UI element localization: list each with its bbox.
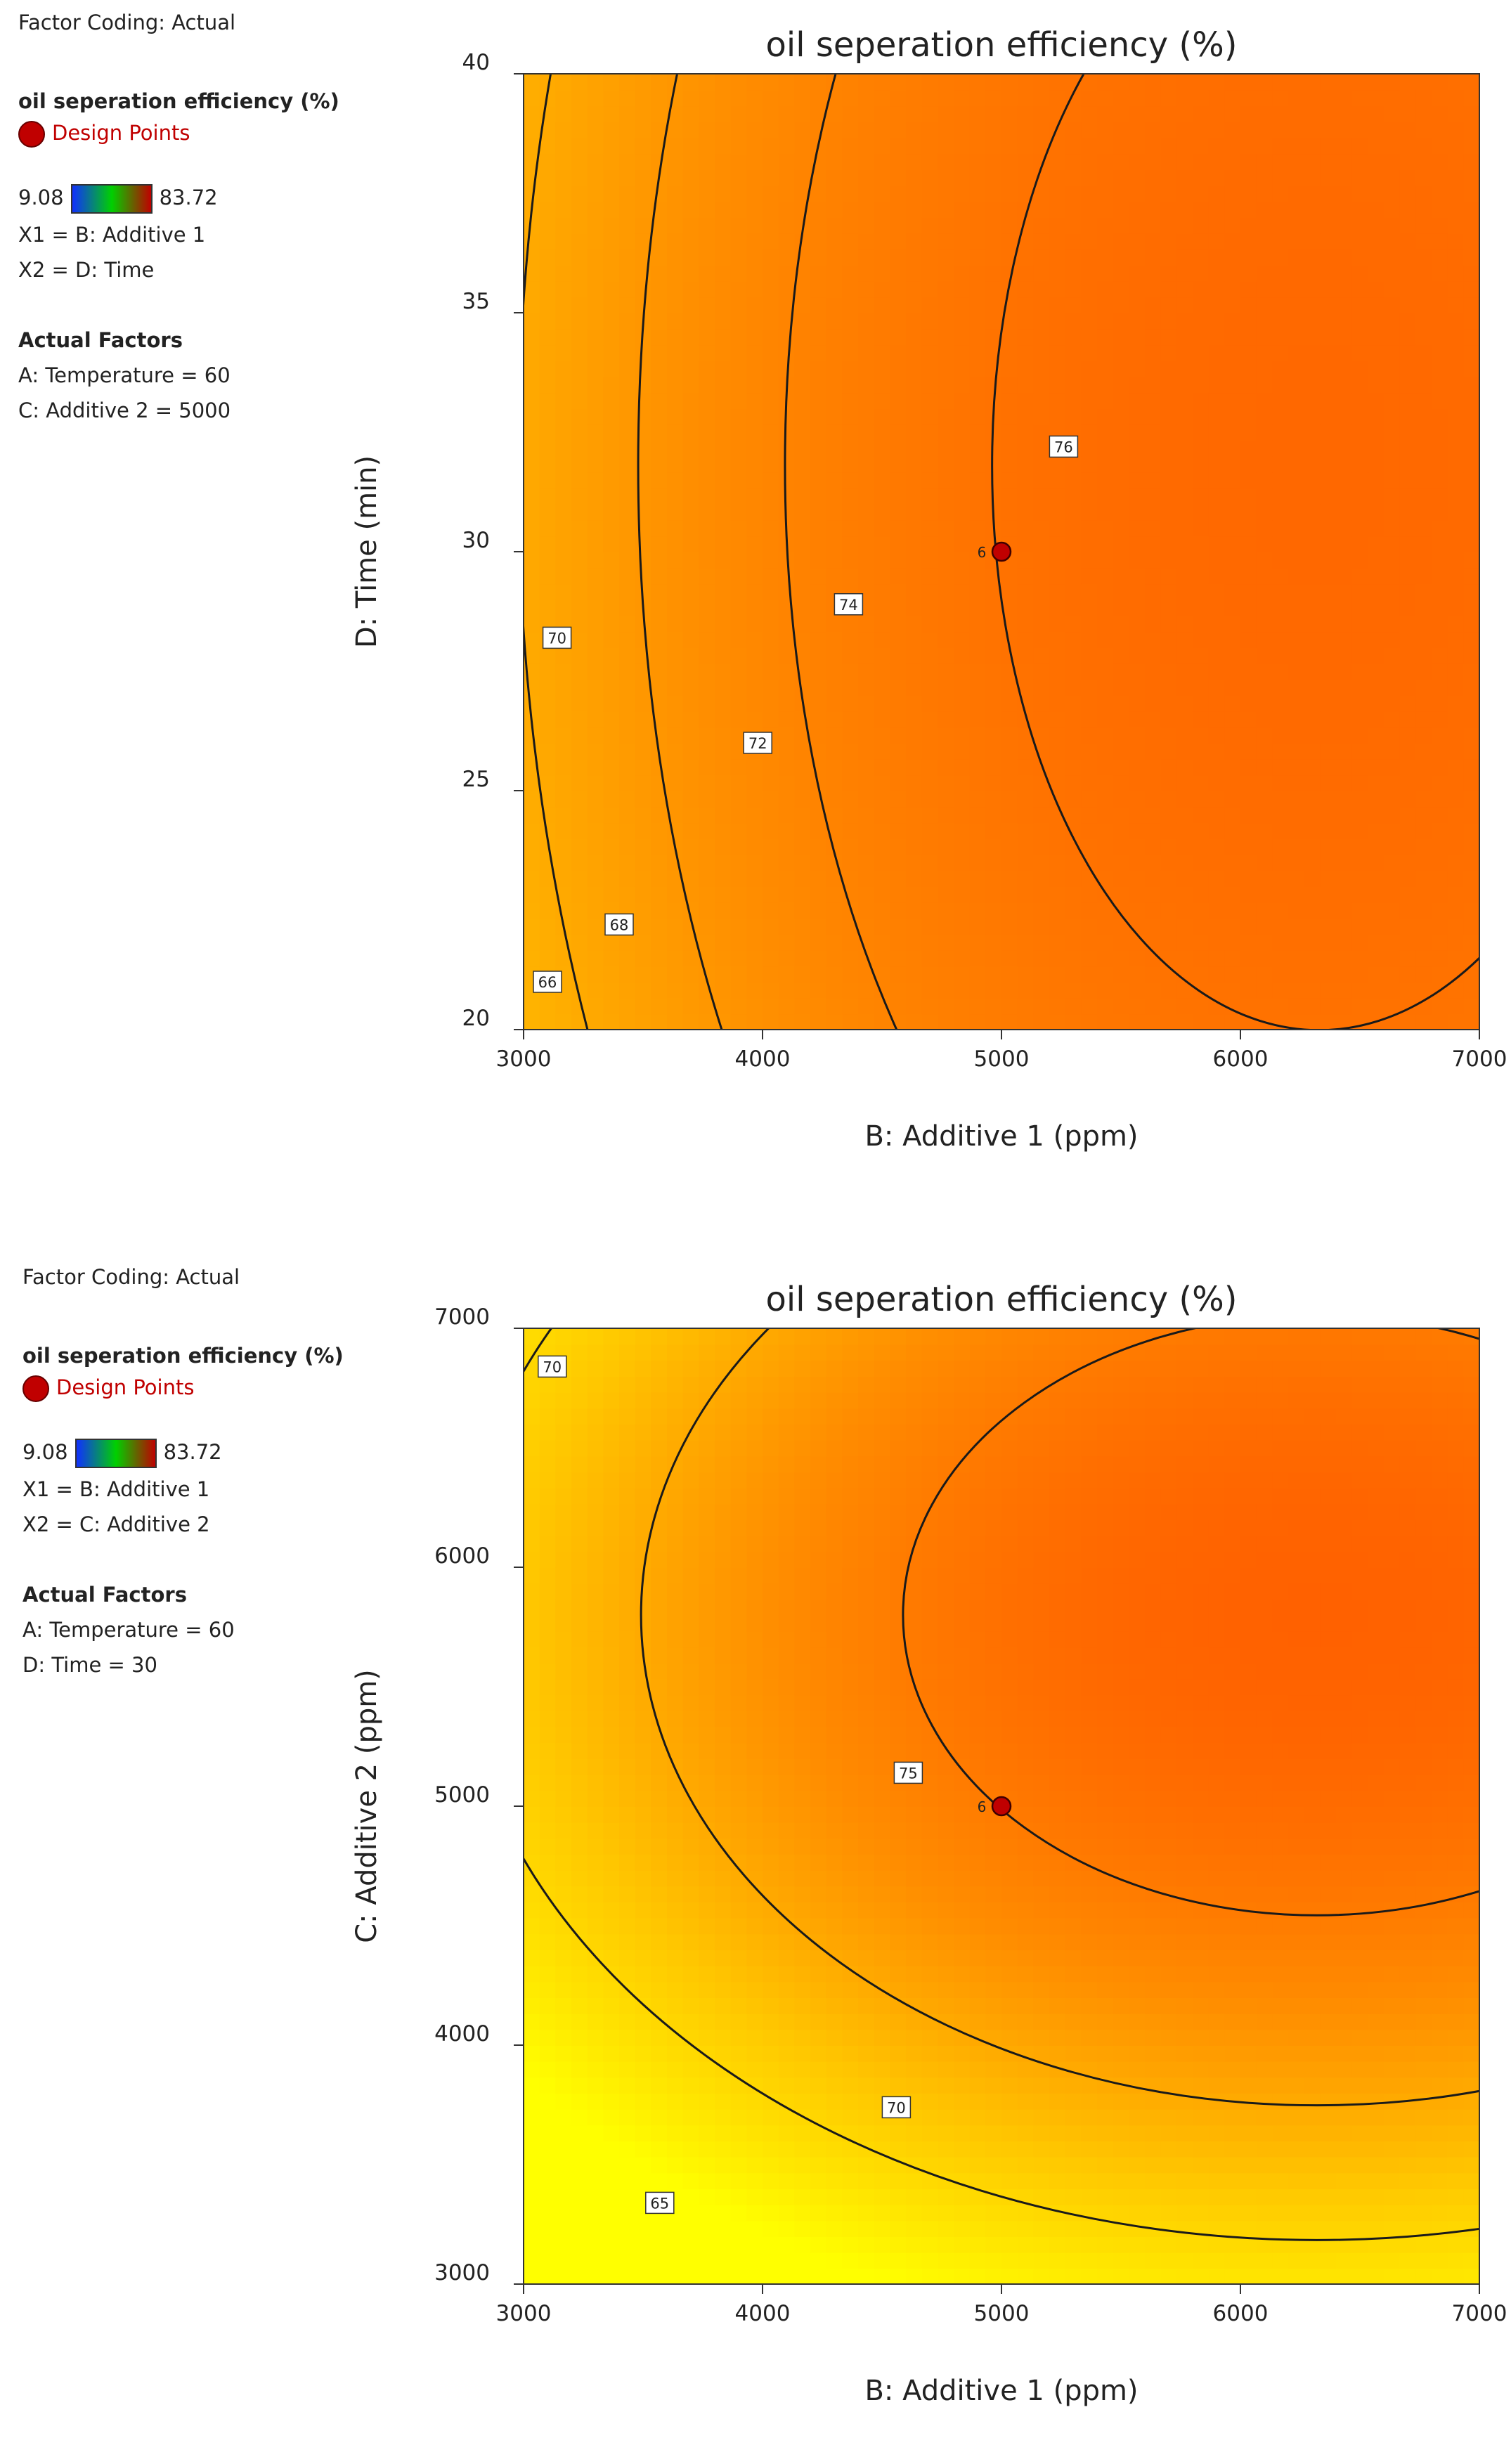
contour-plot-1: 66 68 70 72 74 76 6 3000 4000 5000 6000 7000 20 25 30 3… [0,0,1511,1210]
contour-label: 70 [538,1356,566,1377]
x-tick-label: 6000 [1213,1046,1269,1072]
contour-label: 74 [834,594,862,615]
contour-label-text: 70 [543,1359,562,1375]
y-tick-label: 20 [462,1006,490,1031]
x-tick-label: 7000 [1452,2301,1507,2326]
y-tick-label: 6000 [434,1543,490,1569]
contour-plot-2: 70 75 70 65 6 3000 4000 5000 6000 7000 3000 4000 500… [0,1254,1511,2464]
contour-panel-1: Factor Coding: Actual oil seperation eff… [0,0,1511,1210]
contour-label-text: 70 [887,2099,906,2116]
chart-title: oil seperation efficiency (%) [766,25,1238,65]
y-tick-label: 35 [462,289,490,314]
contour-label-text: 72 [748,735,767,752]
x-tick-label: 6000 [1213,2301,1269,2326]
y-tick-label: 5000 [434,1782,490,1808]
contour-label: 76 [1049,436,1077,457]
x-tick-label: 7000 [1452,1046,1507,1072]
design-point [992,1797,1011,1815]
contour-label: 66 [533,971,562,992]
contour-label-text: 76 [1054,439,1073,455]
y-tick-label: 30 [462,528,490,553]
x-tick-label: 5000 [974,1046,1030,1072]
y-axis-label: D: Time (min) [351,455,383,648]
contour-label-text: 65 [650,2195,669,2212]
y-tick-label: 40 [462,50,490,75]
x-tick-label: 5000 [974,2301,1030,2326]
x-tick-label: 3000 [496,1046,552,1072]
y-tick-label: 3000 [434,2260,490,2285]
design-point-label: 6 [978,1798,987,1815]
contour-label: 70 [543,627,571,648]
x-tick-label: 4000 [735,2301,791,2326]
contour-label: 72 [744,732,772,753]
contour-label: 65 [646,2192,674,2213]
y-tick-label: 7000 [434,1304,490,1330]
contour-label: 68 [605,914,633,935]
contour-label: 70 [882,2096,910,2118]
x-axis-label: B: Additive 1 (ppm) [864,2375,1138,2407]
y-tick-label: 25 [462,767,490,792]
x-axis-label: B: Additive 1 (ppm) [864,1120,1138,1153]
contour-label-text: 74 [839,597,858,614]
contour-panel-2: Factor Coding: Actual oil seperation eff… [0,1254,1511,2464]
x-tick-label: 4000 [735,1046,791,1072]
y-tick-label: 4000 [434,2021,490,2047]
y-axis-label: C: Additive 2 (ppm) [351,1669,383,1943]
contour-label-text: 75 [899,1765,918,1782]
chart-title: oil seperation efficiency (%) [766,1280,1238,1319]
design-point-label: 6 [978,544,987,561]
contour-label-text: 68 [610,916,629,933]
contour-label-text: 66 [538,974,557,991]
contour-label: 75 [894,1762,922,1783]
design-point [992,543,1011,561]
contour-label-text: 70 [547,630,566,647]
x-tick-label: 3000 [496,2301,552,2326]
